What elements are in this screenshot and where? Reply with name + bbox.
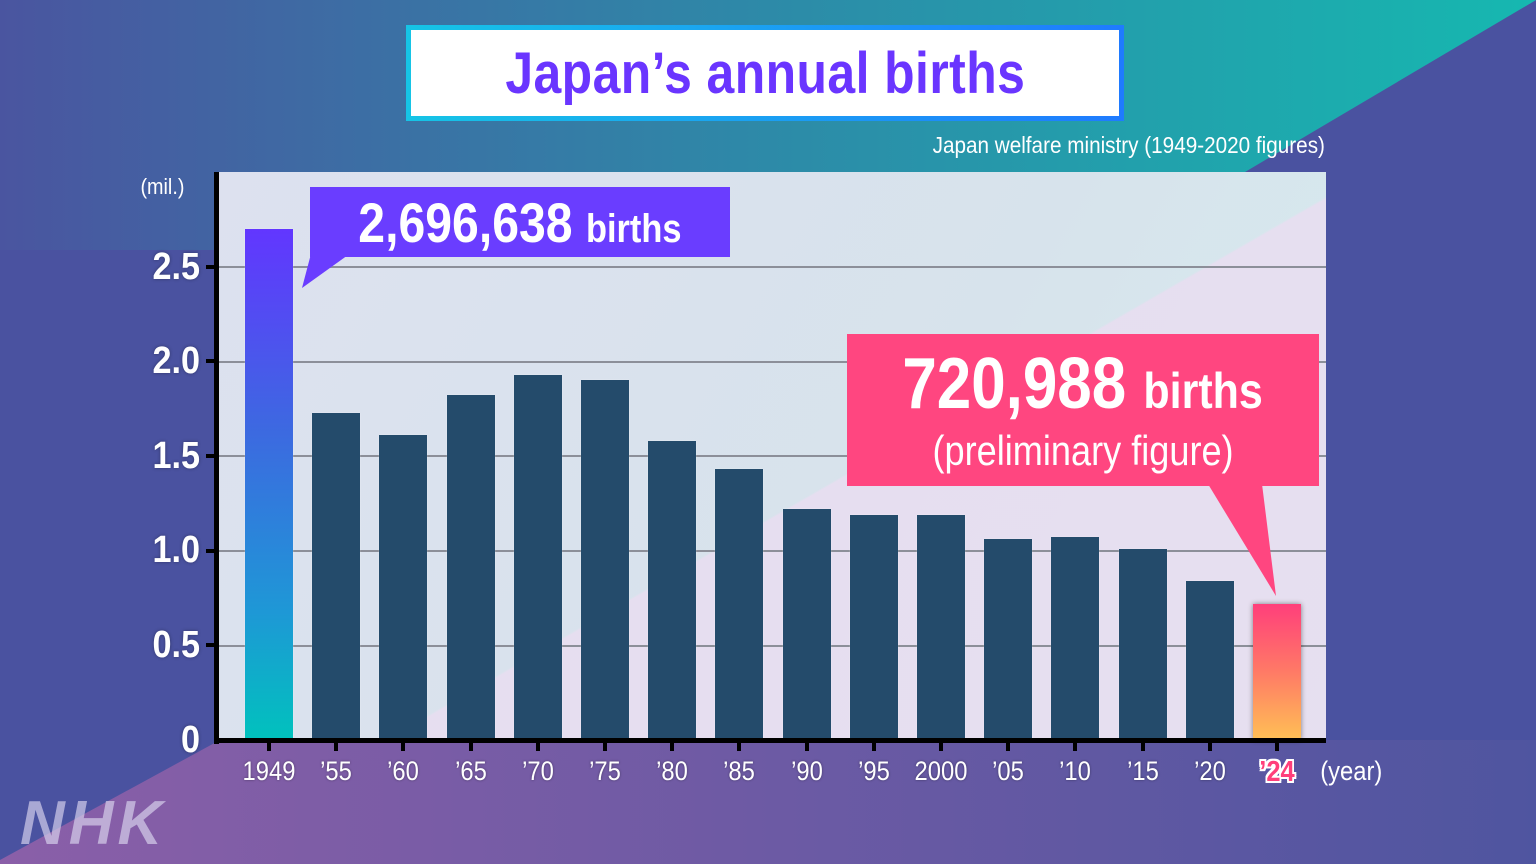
x-tick (401, 742, 406, 751)
x-tick (603, 742, 607, 751)
bar-24 (1253, 603, 1301, 740)
y-tick-label: 1.5 (152, 435, 200, 477)
y-tick-label: 2.0 (152, 340, 200, 382)
y-tick-label: 0.5 (152, 624, 200, 666)
gridline-1-0 (218, 550, 1326, 552)
x-tick-label: ’55 (320, 756, 353, 786)
callout-1949-pointer (302, 250, 355, 288)
x-axis (214, 738, 1326, 743)
x-tick (670, 742, 675, 751)
bar-05 (984, 539, 1033, 740)
x-tick-label: ’10 (1059, 756, 1092, 786)
nhk-logo: NHK (20, 789, 167, 858)
x-tick-label: ’05 (992, 756, 1025, 786)
x-tick (804, 742, 809, 751)
x-tick (1207, 742, 1212, 751)
x-tick-label: 2000 (914, 756, 968, 786)
x-tick (1140, 742, 1145, 751)
x-tick-label: ’85 (723, 756, 756, 786)
x-tick (871, 742, 876, 751)
x-tick (1073, 742, 1078, 751)
chart-title: Japan’s annual births (505, 40, 1025, 106)
callout-2024-value: 720,988 (902, 343, 1127, 424)
y-axis (214, 172, 219, 744)
x-tick-label: ’60 (387, 756, 420, 786)
x-tick (535, 742, 540, 751)
callout-1949: 2,696,638 births (310, 187, 730, 257)
x-tick-label: ’90 (790, 756, 823, 786)
x-tick-label: ’70 (521, 756, 554, 786)
y-tick (206, 454, 216, 458)
x-tick-label: ’20 (1193, 756, 1226, 786)
bar-2000 (917, 514, 965, 740)
callout-1949-value: 2,696,638 (358, 190, 573, 254)
bar-70 (513, 374, 562, 740)
bar-65 (446, 395, 495, 740)
callout-2024-text: 720,988 births (903, 347, 1264, 428)
x-tick (1275, 742, 1279, 751)
y-tick (206, 549, 216, 553)
callout-2024: 720,988 births (preliminary figure) (847, 334, 1319, 486)
y-tick-label: 0 (180, 719, 200, 761)
callout-1949-text: 2,696,638 births (358, 190, 681, 255)
x-tick-label: ’15 (1126, 756, 1159, 786)
y-tick-label: 1.0 (152, 529, 200, 571)
y-tick (206, 265, 216, 269)
bar-15 (1118, 548, 1167, 740)
source-note: Japan welfare ministry (1949-2020 figure… (932, 132, 1325, 158)
callout-2024-note: (preliminary figure) (932, 426, 1234, 474)
bar-75 (581, 380, 629, 740)
y-axis-unit: (mil.) (140, 174, 185, 199)
bar-20 (1185, 580, 1234, 740)
bar-60 (379, 435, 428, 740)
bar-95 (849, 514, 898, 740)
bar-90 (782, 509, 831, 740)
y-tick-label: 2.5 (152, 246, 200, 288)
bar-1949 (245, 229, 293, 740)
y-tick (206, 359, 216, 363)
x-tick (1006, 742, 1011, 751)
x-tick-label: ’65 (454, 756, 487, 786)
x-tick-label: ’24 (1259, 756, 1295, 788)
x-tick-label: ’95 (857, 756, 890, 786)
x-axis-unit: (year) (1320, 756, 1383, 786)
x-tick (334, 742, 339, 751)
gridline-0-5 (218, 645, 1326, 647)
bar-10 (1051, 537, 1100, 740)
y-tick (206, 643, 216, 647)
x-tick (737, 742, 742, 751)
gridline-1-5 (218, 455, 1326, 457)
chart-title-box: Japan’s annual births (406, 25, 1124, 121)
gridline-2-0 (218, 361, 1326, 363)
callout-2024-pointer (1208, 484, 1276, 596)
x-tick (267, 742, 271, 751)
x-tick (939, 742, 943, 751)
bar-85 (715, 469, 764, 740)
x-tick-label: 1949 (242, 756, 296, 786)
x-tick-label: ’75 (589, 756, 621, 786)
x-tick-label: ’80 (656, 756, 689, 786)
callout-1949-unit: births (586, 206, 682, 251)
bar-80 (648, 440, 697, 740)
bar-55 (312, 412, 361, 740)
callout-2024-unit: births (1143, 362, 1264, 419)
x-tick (468, 742, 473, 751)
gridline-2-5 (218, 266, 1326, 268)
